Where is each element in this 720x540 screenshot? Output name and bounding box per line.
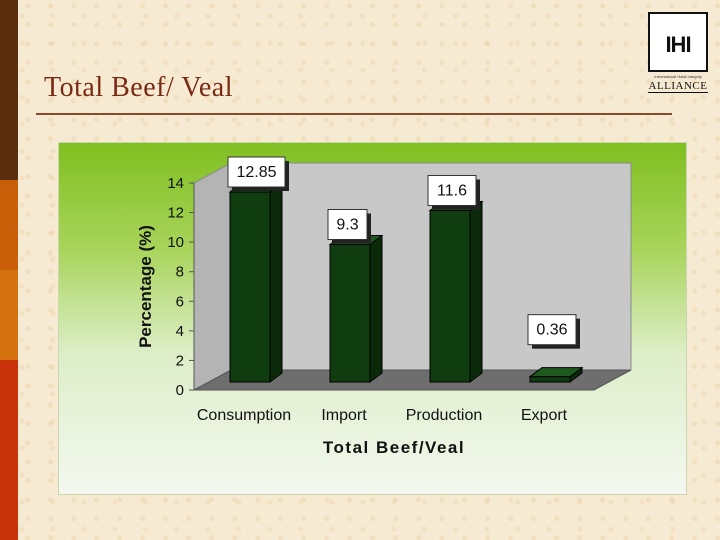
bar-side: [369, 234, 383, 383]
left-accent-bar: [0, 0, 18, 540]
bar-side: [269, 182, 283, 383]
y-tick-label: 2: [176, 352, 184, 369]
category-label: Export: [521, 407, 568, 424]
bar-front: [429, 209, 471, 383]
data-label: 0.36: [536, 322, 567, 339]
y-tick-label: 8: [176, 264, 184, 281]
y-tick-label: 12: [167, 205, 184, 222]
category-label: Import: [321, 407, 367, 424]
ihi-alliance-logo: IHI International Halal Integrity ALLIAN…: [648, 12, 708, 94]
data-label-box: [327, 208, 368, 240]
left-accent-segment: [0, 360, 18, 540]
data-label: 9.3: [336, 216, 358, 233]
data-label-box: [427, 174, 477, 206]
bar-front: [529, 376, 571, 383]
logo-word: ALLIANCE: [648, 80, 708, 93]
bar-top: [528, 367, 584, 378]
chart-side-wall: [193, 162, 232, 391]
left-accent-segment: [0, 180, 18, 270]
x-axis-title: Total Beef/Veal: [323, 438, 465, 457]
chart-panel: 0 2 4 6 8 10 12 14 Percentage (%) Total Beef/Veal…: [58, 142, 687, 495]
bar-chart: 0 2 4 6 8 10 12 14 Percentage (%) Total Beef/Veal…: [136, 156, 632, 457]
logo-small-text: International Halal Integrity: [654, 74, 702, 79]
y-tick-label: 4: [176, 323, 184, 340]
left-accent-segment: [0, 270, 18, 360]
data-label-box: [227, 156, 286, 188]
bar-side: [469, 200, 483, 383]
data-label: 12.85: [236, 164, 276, 181]
bar-front: [329, 243, 371, 383]
y-axis-title: Percentage (%): [136, 225, 155, 348]
y-tick-label: 0: [176, 382, 184, 399]
category-label: Production: [406, 407, 483, 424]
title-underline: [36, 113, 672, 115]
left-accent-segment: [0, 0, 18, 180]
category-label: Consumption: [197, 407, 291, 424]
slide-title: Total Beef/ Veal: [44, 72, 234, 103]
data-label-box: [527, 314, 577, 346]
y-tick-label: 10: [167, 234, 184, 251]
y-tick-label: 6: [176, 293, 184, 310]
y-tick-label: 14: [167, 175, 184, 192]
logo-mark: IHI: [665, 32, 691, 57]
data-label: 11.6: [437, 182, 467, 199]
bar-front: [229, 191, 271, 383]
logo-box: IHI: [648, 12, 708, 72]
